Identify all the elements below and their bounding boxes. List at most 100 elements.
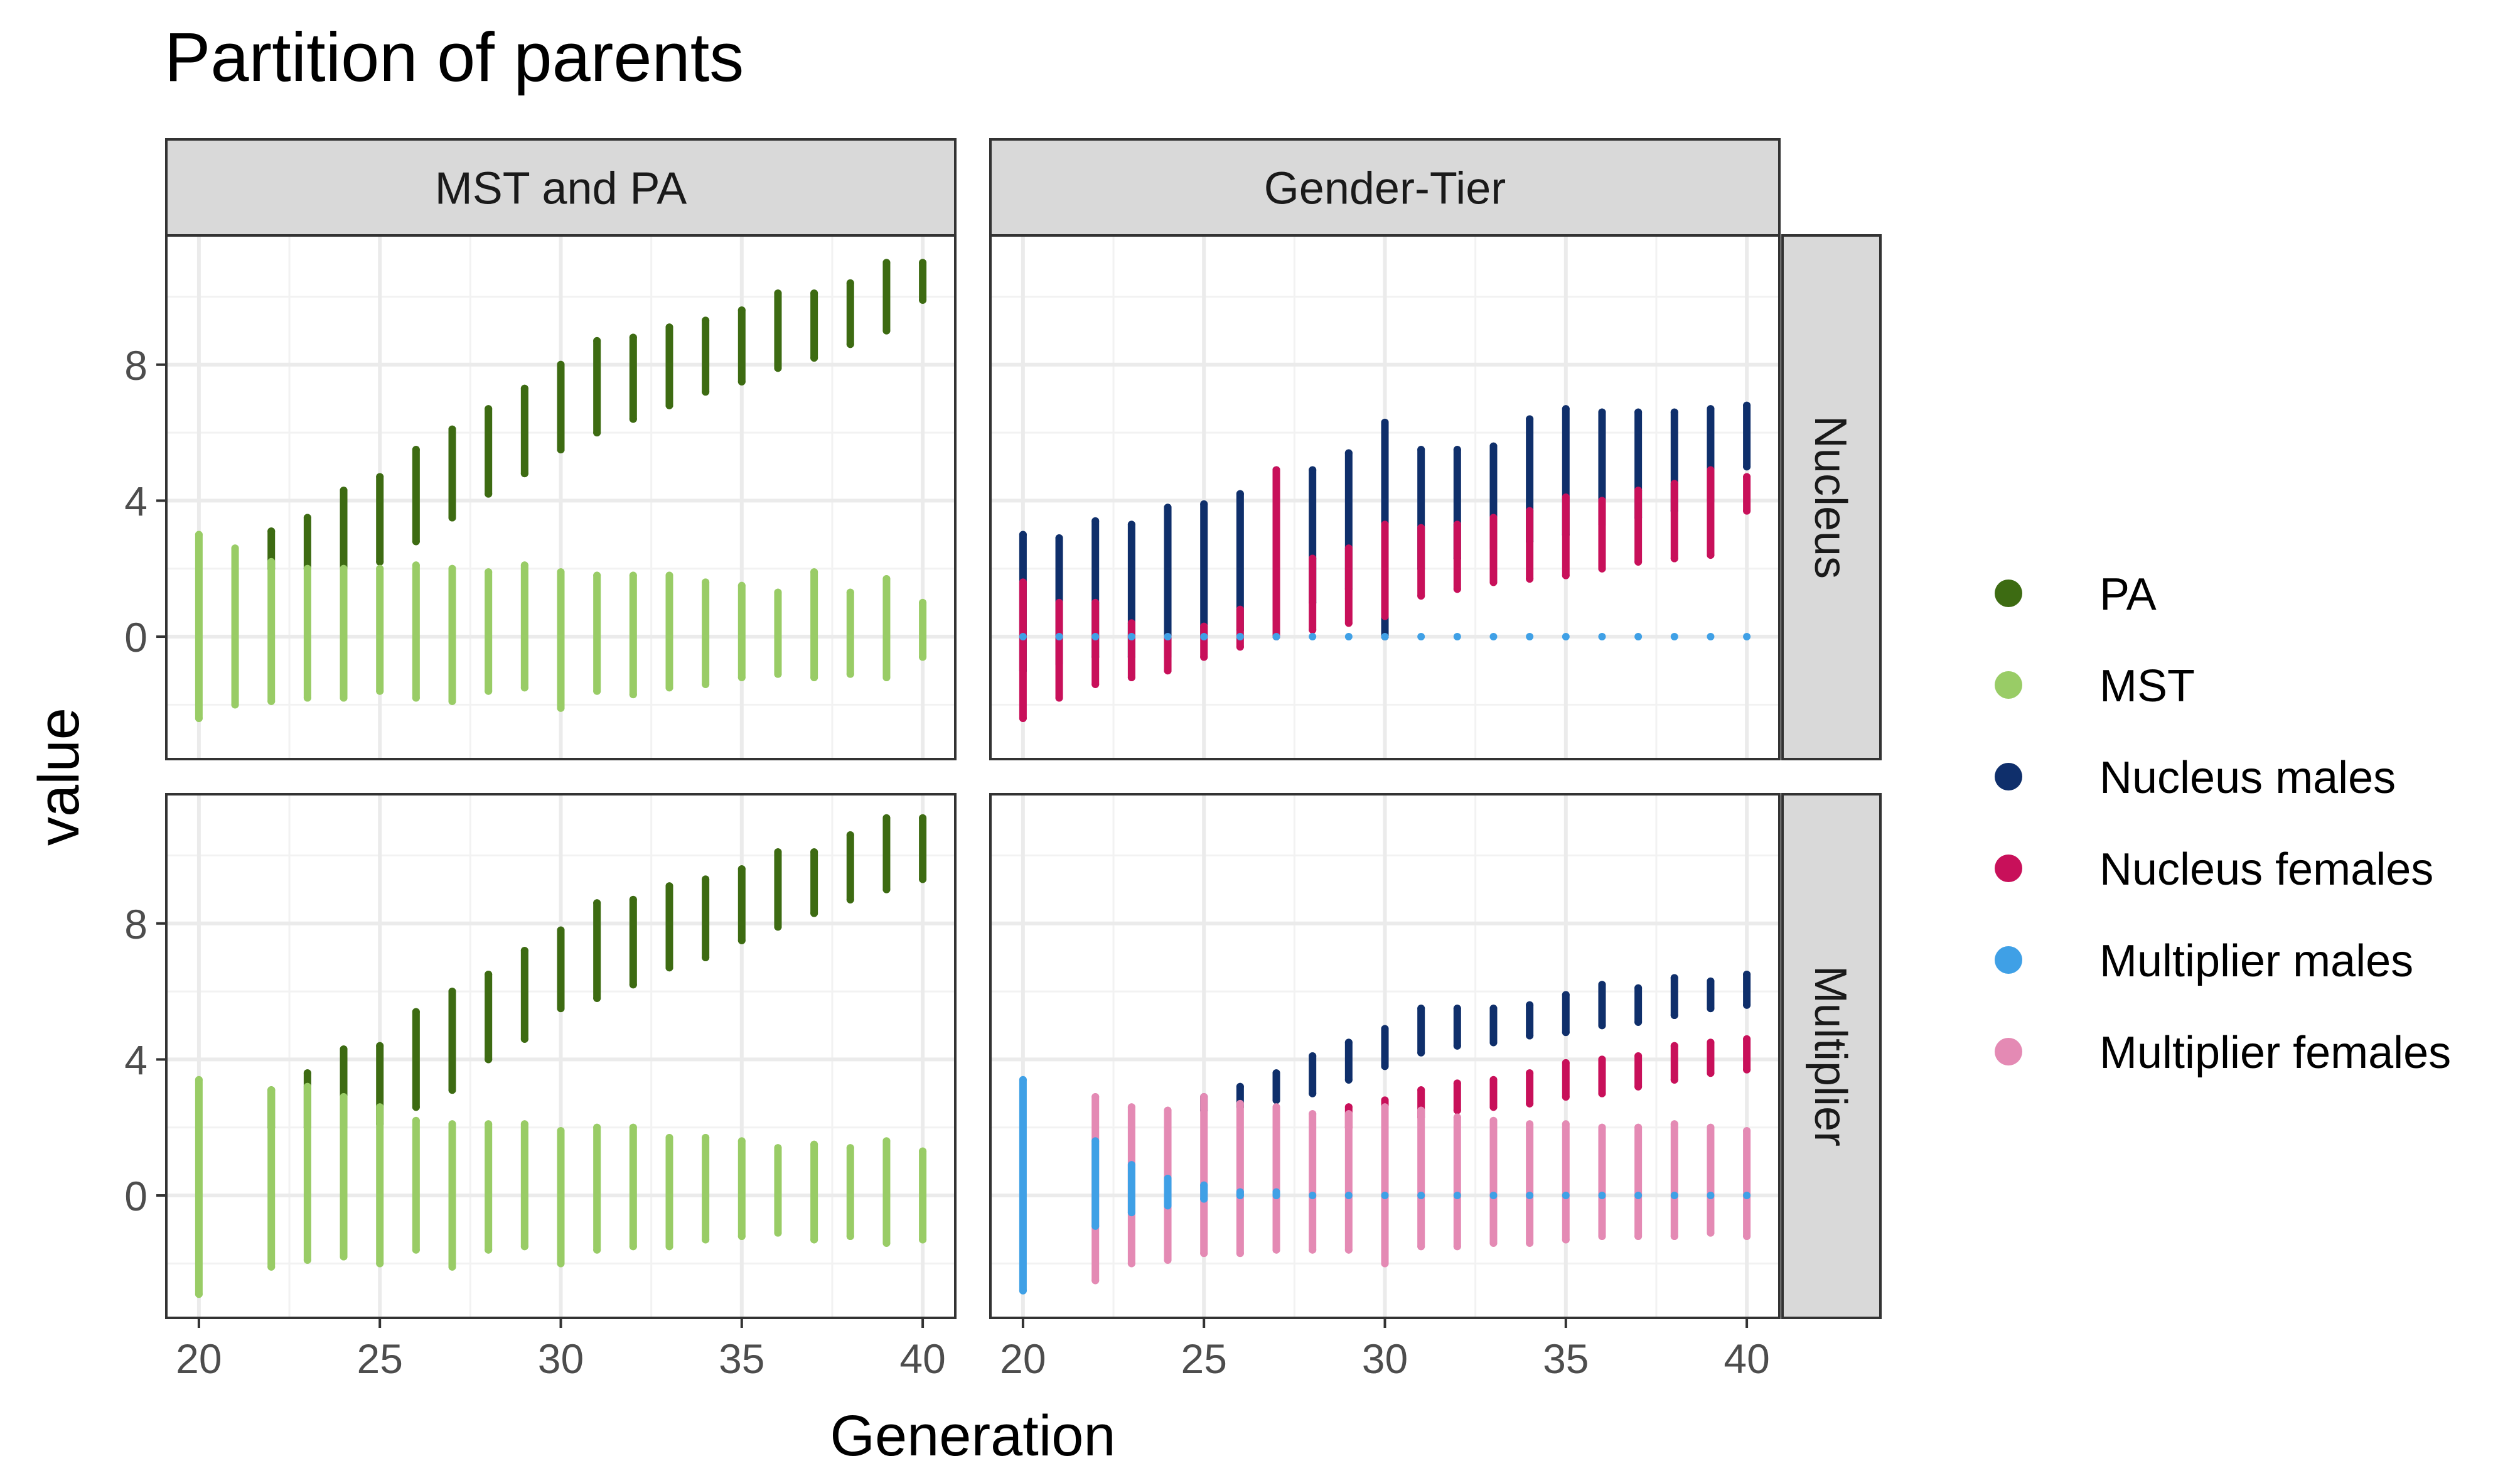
mst-point-max (882, 1137, 891, 1145)
nucleus-females-point-max (1236, 605, 1244, 613)
mst-point-min (557, 704, 565, 712)
nucleus-females-point-min (1670, 554, 1678, 563)
pa-point-max (593, 899, 601, 907)
mst-point-max (557, 1127, 565, 1135)
multiplier-males-point (1127, 633, 1135, 641)
multiplier-females-point-min (1526, 1239, 1534, 1247)
nucleus-females-point-max (1381, 1096, 1389, 1104)
y-tick-label: 0 (124, 614, 147, 661)
x-tick-label: 20 (1000, 1335, 1046, 1382)
mst-point-max (376, 564, 384, 573)
nucleus-females-point-max (1707, 466, 1715, 474)
nucleus-females-point-max (1272, 466, 1280, 474)
mst-point-max (231, 544, 239, 553)
pa-point-min (919, 875, 927, 883)
multiplier-females-point-max (1743, 1127, 1751, 1135)
nucleus-females-point-max (1489, 1076, 1498, 1084)
nucleus-females-point-min (1598, 564, 1606, 573)
nucleus-females-point-max (1344, 544, 1353, 553)
nucleus-males-point-min (1743, 1001, 1751, 1009)
multiplier-males-point (1489, 633, 1498, 641)
multiplier-females-point-max (1634, 1123, 1643, 1131)
nucleus-females-point-min (1453, 1106, 1461, 1114)
pa-point-max (810, 848, 818, 856)
x-tick-label: 35 (719, 1335, 764, 1382)
mst-point-max (774, 588, 782, 596)
mst-point-max (485, 568, 493, 576)
pa-point-max (702, 875, 710, 883)
y-tick-label: 0 (124, 1173, 147, 1219)
nucleus-males-point-min (1562, 1028, 1570, 1037)
pa-point-max (340, 1045, 348, 1054)
mst-point-min (774, 1229, 782, 1237)
mst-point-max (665, 571, 673, 580)
mst-point-max (340, 1092, 348, 1101)
nucleus-females-point-min (1743, 507, 1751, 515)
pa-point-min (376, 558, 384, 566)
nucleus-females-point-min (1019, 715, 1027, 723)
multiplier-males-point (1670, 1192, 1678, 1200)
nucleus-females-point-min (1344, 619, 1353, 627)
nucleus-females-point-max (1707, 1038, 1715, 1047)
nucleus-females-point-min (1562, 1092, 1570, 1101)
pa-point-max (593, 337, 601, 345)
multiplier-males-point (1200, 633, 1208, 641)
nucleus-males-point-max (1453, 446, 1461, 454)
pa-point-max (846, 279, 854, 287)
mst-point-min (882, 674, 891, 682)
nucleus-males-point-max (1526, 415, 1534, 423)
pa-point-max (629, 895, 637, 903)
mst-point-min (919, 1236, 927, 1244)
mst-point-min (485, 687, 493, 695)
pa-point-max (448, 425, 456, 433)
multiplier-females-point-max (1236, 1099, 1244, 1108)
multiplier-females-point-min (1236, 1249, 1244, 1258)
pa-point-max (267, 527, 276, 536)
x-tick-label: 25 (357, 1335, 402, 1382)
y-tick-label: 4 (124, 478, 147, 524)
multiplier-males-point (1344, 1192, 1353, 1200)
mst-point-min (629, 691, 637, 699)
multiplier-females-point-min (1127, 1259, 1135, 1268)
multiplier-females-point-min (1453, 1243, 1461, 1251)
nucleus-males-point-max (1634, 408, 1643, 416)
legend-marker (1995, 946, 2022, 974)
pa-point-max (882, 259, 891, 267)
facet-strip-column (989, 138, 1781, 237)
nucleus-females-point-max (1562, 493, 1570, 501)
nucleus-females-point-min (1055, 694, 1063, 702)
multiplier-males-point-max (1019, 1076, 1027, 1084)
pa-point-min (702, 953, 710, 961)
multiplier-males-point-max (1200, 1181, 1208, 1189)
nucleus-females-point-max (1453, 1079, 1461, 1087)
multiplier-females-point-min (1598, 1232, 1606, 1241)
mst-point-min (702, 1236, 710, 1244)
nucleus-males-point-min (1453, 1042, 1461, 1050)
nucleus-females-point-min (1200, 653, 1208, 661)
mst-point-min (267, 1263, 276, 1271)
mst-point-max (376, 1103, 384, 1111)
pa-point-max (737, 306, 746, 315)
mst-point-max (593, 571, 601, 580)
mst-point-max (737, 581, 746, 590)
mst-point-min (520, 1243, 528, 1251)
multiplier-females-point-max (1381, 1103, 1389, 1111)
mst-point-max (737, 1137, 746, 1145)
multiplier-females-point-max (1309, 1110, 1317, 1118)
mst-point-max (303, 1082, 311, 1091)
multiplier-females-point-max (1598, 1123, 1606, 1131)
multiplier-males-point (1707, 1192, 1715, 1200)
mst-point-min (846, 670, 854, 678)
mst-point-min (593, 687, 601, 695)
mst-point-max (919, 598, 927, 607)
legend-marker (1995, 1038, 2022, 1065)
legend-label: Multiplier females (2099, 1028, 2451, 1078)
nucleus-males-point-min (1417, 1049, 1425, 1057)
multiplier-females-point-max (1091, 1092, 1100, 1101)
pa-point-min (412, 537, 420, 546)
facet-strip-label: Nucleus (1805, 416, 1855, 579)
mst-point-min (303, 1256, 311, 1264)
nucleus-females-point-min (1453, 585, 1461, 593)
pa-point-min (774, 364, 782, 372)
mst-point-max (593, 1123, 601, 1131)
